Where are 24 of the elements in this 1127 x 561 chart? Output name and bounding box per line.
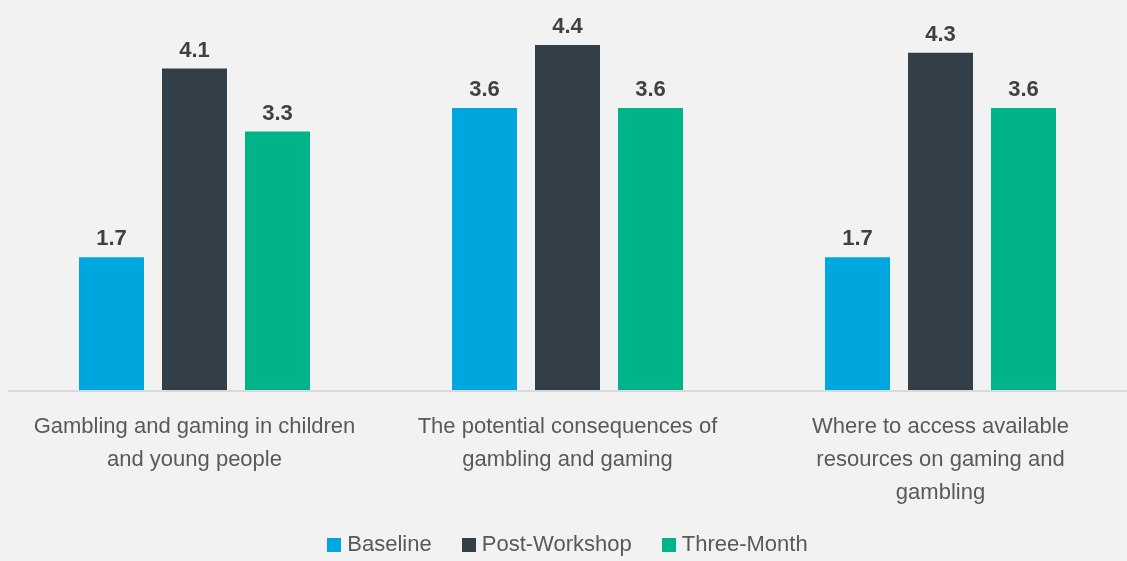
data-label: 4.1 — [179, 36, 210, 62]
legend-label: Baseline — [347, 531, 432, 556]
data-label: 1.7 — [842, 225, 873, 251]
x-tick-label: Where to access available resources on gaming and gambling — [812, 413, 1069, 504]
bar — [908, 52, 973, 391]
data-label: 3.6 — [469, 75, 500, 101]
legend-label: Post-Workshop — [481, 531, 632, 556]
data-label: 3.6 — [1008, 75, 1039, 101]
bar — [825, 257, 890, 391]
bar — [79, 257, 144, 391]
x-tick-label: The potential consequences of gambling and gaming — [417, 413, 719, 471]
bar — [618, 107, 683, 391]
x-tick-label: Gambling and gaming in children and young people — [33, 413, 356, 471]
data-label: 1.7 — [96, 225, 127, 251]
data-label: 3.6 — [635, 75, 666, 101]
bar — [535, 45, 600, 391]
bar — [162, 68, 227, 391]
legend-label: Three-Month — [681, 531, 808, 556]
bar — [452, 107, 517, 391]
data-label: 3.3 — [262, 99, 293, 125]
bar — [991, 107, 1056, 391]
bar — [245, 131, 310, 391]
data-label: 4.3 — [925, 20, 956, 46]
data-label: 4.4 — [552, 13, 584, 38]
